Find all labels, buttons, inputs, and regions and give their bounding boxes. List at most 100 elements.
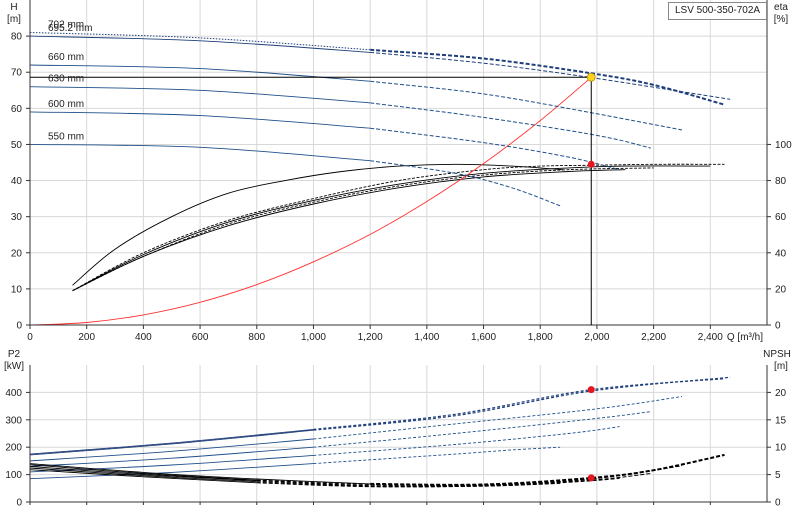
xtick-label-8: 1,600	[471, 332, 496, 343]
top-ytick-right-label-4: 80	[775, 176, 787, 187]
bottom-right-axis-title: NPSH	[763, 349, 791, 360]
duty-point	[586, 72, 596, 82]
axes-layer	[26, 0, 771, 505]
curves-layer	[29, 32, 731, 488]
head-curve-1-solid	[29, 35, 371, 53]
head-curve-label-2: 660 mm	[48, 52, 84, 63]
efficiency-curve-4	[72, 169, 626, 292]
bottom-ytick-right-label-3: 15	[775, 415, 787, 426]
top-ytick-right-label-5: 100	[775, 140, 792, 151]
head-curve-1-dashed	[370, 51, 731, 100]
bottom-ytick-left-label-1: 100	[5, 470, 22, 481]
top-ytick-right-label-0: 0	[775, 321, 781, 332]
power-curve-5-solid	[29, 463, 314, 480]
npsh-curve-3-solid	[29, 467, 257, 483]
head-curve-4-dashed	[370, 127, 620, 171]
npsh-curve-1-dashed	[256, 465, 683, 486]
xtick-label-7: 1,400	[414, 332, 439, 343]
npsh-curve-2-dashed	[256, 473, 651, 487]
top-right-axis-title: eta	[774, 2, 788, 13]
head-curve-2-solid	[29, 64, 371, 82]
top-right-axis-unit: [%]	[774, 14, 789, 25]
markers-layer	[30, 72, 596, 482]
efficiency-curve-2	[72, 165, 711, 292]
head-curve-label-5: 550 mm	[48, 131, 84, 142]
head-curve-3-solid	[29, 86, 371, 104]
head-curve-label-3: 630 mm	[48, 74, 84, 85]
top-ytick-left-label-7: 70	[11, 68, 23, 79]
model-label: LSV 500-350-702A	[668, 2, 768, 20]
bottom-left-axis-unit: [kW]	[4, 361, 24, 372]
power-curve-2-dashed	[313, 396, 683, 440]
head-curve-2-dashed	[370, 80, 683, 131]
top-ytick-left-label-5: 50	[11, 140, 23, 151]
head-curve-0-dashed	[370, 48, 725, 106]
head-curve-4-solid	[29, 111, 371, 129]
top-ytick-right-label-3: 60	[775, 212, 787, 223]
power-curve-3-solid	[29, 446, 314, 467]
xtick-label-1: 200	[78, 332, 95, 343]
bottom-ytick-right-label-2: 10	[775, 443, 787, 454]
head-curve-3-dashed	[370, 102, 651, 149]
bottom-right-axis-unit: [m]	[774, 361, 788, 372]
xtick-label-11: 2,200	[641, 332, 666, 343]
power-curve-0-solid	[29, 428, 314, 455]
bottom-ytick-right-label-4: 20	[775, 388, 787, 399]
efficiency-curve-1	[72, 163, 725, 292]
top-ytick-right-label-2: 40	[775, 248, 787, 259]
bottom-left-axis-title: P2	[8, 349, 21, 360]
top-left-axis-title: H	[10, 2, 17, 13]
bottom-ytick-left-label-2: 200	[5, 443, 22, 454]
npsh-curve-4-dashed	[256, 482, 561, 488]
head-curve-0-solid	[29, 32, 371, 51]
head-curve-label-1: 695.2 mm	[48, 23, 92, 34]
head-curve-5-solid	[29, 143, 371, 162]
xtick-label-0: 0	[27, 332, 33, 343]
xtick-label-2: 400	[135, 332, 152, 343]
power-curve-2-solid	[29, 438, 314, 462]
top-ytick-left-label-3: 30	[11, 212, 23, 223]
power-curve-4-dashed	[313, 426, 620, 456]
power-curve-3-dashed	[313, 411, 651, 448]
xtick-label-3: 600	[192, 332, 209, 343]
npsh-curve-4-solid	[29, 469, 257, 484]
xtick-label-12: 2,400	[698, 332, 723, 343]
top-ytick-left-label-0: 0	[16, 321, 22, 332]
xtick-label-4: 800	[248, 332, 265, 343]
npsh-curve-2-solid	[29, 465, 257, 482]
efficiency-curve-3	[72, 167, 654, 292]
bottom-ytick-left-label-3: 300	[5, 415, 22, 426]
bottom-ytick-left-label-0: 0	[16, 498, 22, 509]
grid-layer	[29, 0, 767, 503]
bottom-ytick-right-label-1: 5	[775, 470, 781, 481]
efficiency-operating-point	[587, 160, 595, 168]
xtick-label-5: 1,000	[301, 332, 326, 343]
npsh-curve-0-dashed	[370, 453, 725, 486]
xtick-label-6: 1,200	[358, 332, 383, 343]
power-curve-1-dashed	[313, 376, 731, 431]
head-curve-5-dashed	[370, 160, 561, 207]
top-ytick-right-label-1: 20	[775, 284, 787, 295]
top-ytick-left-label-6: 60	[11, 104, 23, 115]
npsh-curve-0-solid	[29, 463, 371, 485]
power-curve-1-solid	[29, 429, 314, 456]
bottom-ytick-left-label-4: 400	[5, 388, 22, 399]
bottom-ytick-right-label-0: 0	[775, 498, 781, 509]
head-curve-label-0: 702 mm	[48, 20, 84, 31]
top-ytick-left-label-2: 20	[11, 248, 23, 259]
head-curve-label-4: 600 mm	[48, 99, 84, 110]
xtick-label-9: 1,800	[528, 332, 553, 343]
x-axis-title: Q [m³/h]	[727, 332, 763, 343]
efficiency-curve-0	[72, 163, 563, 286]
xtick-label-10: 2,000	[584, 332, 609, 343]
power-curve-5-dashed	[313, 446, 561, 465]
top-ytick-left-label-8: 80	[11, 32, 23, 43]
npsh-curve-1-solid	[29, 464, 257, 481]
npsh-operating-point	[587, 474, 595, 482]
power-operating-point	[587, 386, 595, 394]
top-ytick-left-label-4: 40	[11, 176, 23, 187]
top-left-axis-unit: [m]	[7, 14, 21, 25]
system-curve	[29, 76, 592, 326]
